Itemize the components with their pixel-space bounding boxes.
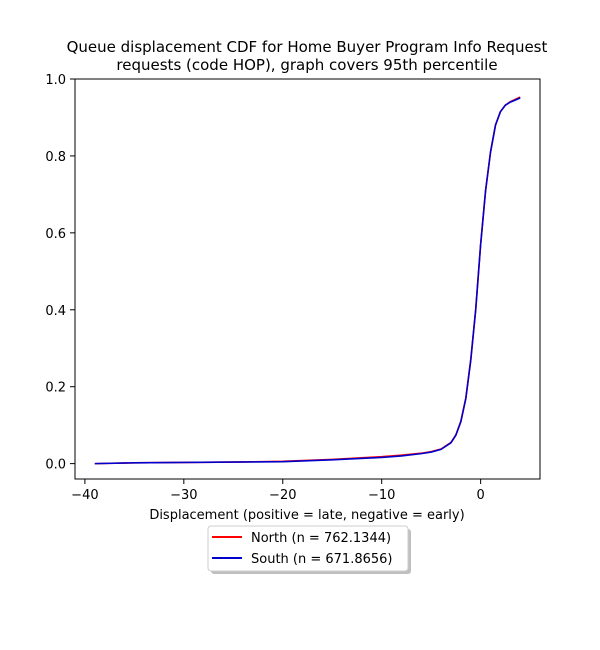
chart-title-line-1: Queue displacement CDF for Home Buyer Pr… (67, 38, 548, 56)
x-tick-label: −30 (170, 488, 197, 503)
x-tick-label: 0 (476, 488, 484, 503)
legend-box (207, 525, 409, 572)
series-line-south (94, 97, 521, 465)
y-tick-label: 0.0 (45, 458, 66, 473)
y-tick-label: 1.0 (45, 73, 66, 88)
legend-label-north: North (n = 762.1344) (251, 531, 391, 546)
y-tick-label: 0.6 (45, 227, 66, 242)
y-tick-label: 0.2 (45, 381, 66, 396)
y-tick-label: 0.4 (45, 304, 66, 319)
series-layer (94, 96, 521, 465)
chart-title-line-2: requests (code HOP), graph covers 95th p… (116, 56, 497, 74)
x-tick-label: −20 (269, 488, 296, 503)
plot-frame (74, 78, 541, 480)
y-tick-label: 0.8 (45, 150, 66, 165)
x-tick-label: −40 (71, 488, 98, 503)
x-axis-label: Displacement (positive = late, negative … (149, 508, 464, 523)
series-line-north (94, 96, 521, 465)
legend-label-south: South (n = 671.8656) (251, 552, 392, 567)
axis-layer: −40 −30 −20 −10 0 0.0 0.2 0.4 0.6 0.8 1.0 (45, 73, 484, 503)
legend: North (n = 762.1344) South (n = 671.8656… (207, 525, 411, 574)
x-tick-label: −10 (368, 488, 395, 503)
